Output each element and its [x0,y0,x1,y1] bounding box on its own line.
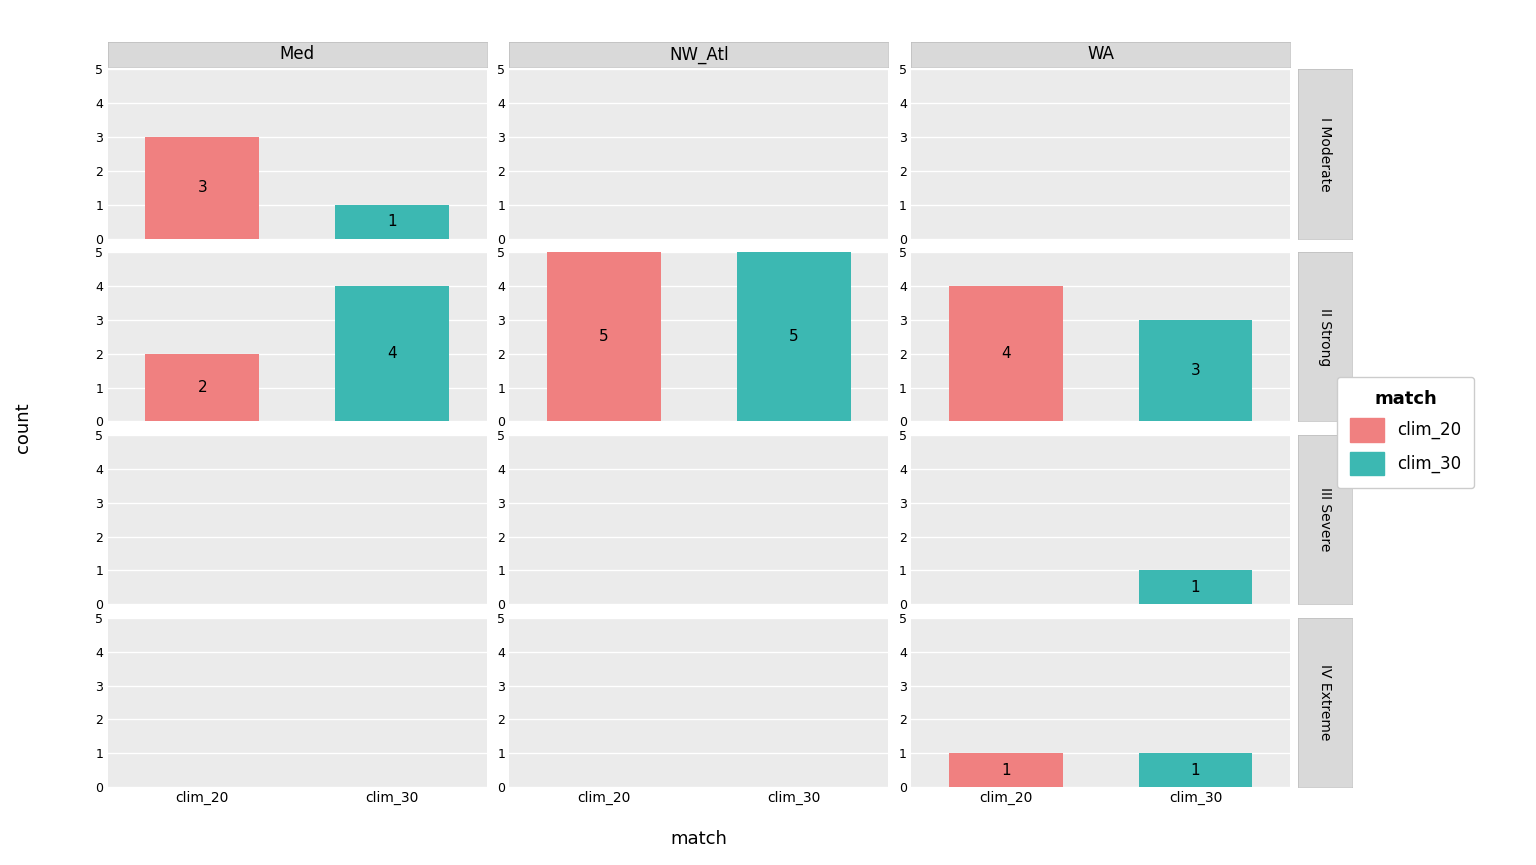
Text: count: count [14,403,32,453]
Text: 3: 3 [198,180,207,195]
Text: 1: 1 [1190,580,1200,595]
Text: NW_Atl: NW_Atl [670,45,728,64]
Text: 1: 1 [387,215,396,229]
Text: II Strong: II Strong [1318,308,1332,366]
Bar [737,252,851,421]
Text: 4: 4 [387,346,396,362]
Text: 4: 4 [1001,346,1011,362]
Bar [547,252,660,421]
Bar [1138,753,1252,787]
Legend: clim_20, clim_30: clim_20, clim_30 [1336,376,1475,489]
Text: WA: WA [1087,46,1114,63]
Text: III Severe: III Severe [1318,487,1332,552]
Text: 3: 3 [1190,363,1200,378]
Text: match: match [670,830,728,848]
Text: I Moderate: I Moderate [1318,117,1332,191]
Text: Med: Med [280,46,315,63]
Text: 1: 1 [1001,763,1011,778]
Text: 1: 1 [1190,763,1200,778]
Text: 5: 5 [790,330,799,344]
Text: IV Extreme: IV Extreme [1318,664,1332,740]
Bar [949,286,1063,421]
Bar [335,286,449,421]
Text: 2: 2 [198,380,207,395]
Text: 5: 5 [599,330,608,344]
Bar [1138,570,1252,605]
Bar [949,753,1063,787]
Bar [146,354,260,421]
Bar [335,205,449,239]
Bar [1138,320,1252,421]
Bar [146,137,260,239]
